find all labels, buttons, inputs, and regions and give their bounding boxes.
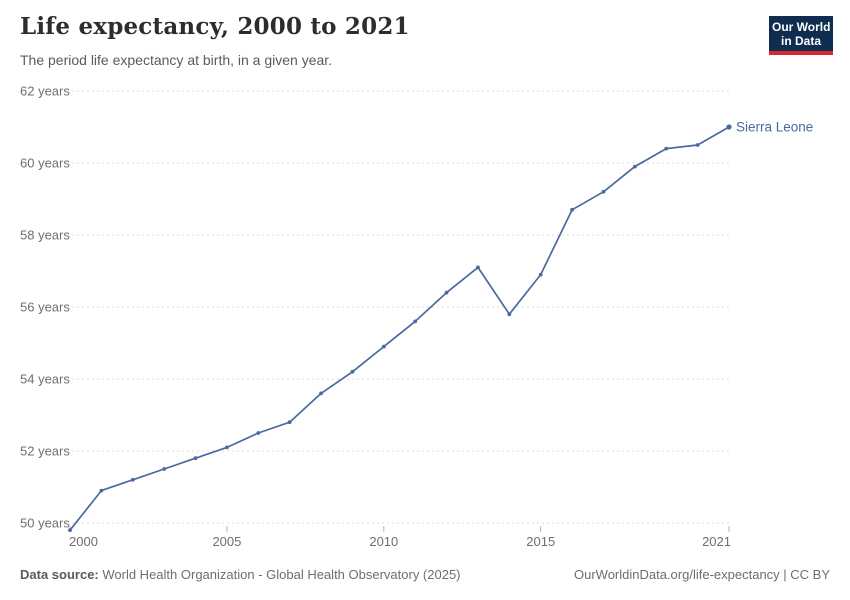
- x-axis-tick-label: 2010: [369, 534, 398, 549]
- data-point[interactable]: [538, 272, 543, 277]
- data-point[interactable]: [225, 445, 229, 450]
- data-point[interactable]: [726, 124, 732, 130]
- series-line[interactable]: [69, 126, 730, 532]
- data-point[interactable]: [444, 290, 449, 295]
- owid-logo[interactable]: Our World in Data: [769, 16, 833, 55]
- owid-logo-text-line1: Our World: [772, 20, 831, 34]
- data-point[interactable]: [507, 312, 512, 317]
- y-axis-tick-label: 62 years: [20, 84, 70, 99]
- series-label[interactable]: Sierra Leone: [736, 120, 813, 135]
- data-point[interactable]: [664, 146, 669, 151]
- x-axis-tick-label: 2005: [212, 534, 241, 549]
- license-link[interactable]: OurWorldinData.org/life-expectancy | CC …: [573, 567, 830, 582]
- data-point[interactable]: [632, 164, 637, 169]
- chart-footer: Data source: World Health Organization -…: [20, 567, 830, 582]
- data-point[interactable]: [287, 420, 292, 425]
- x-axis-tick-label: 2000: [69, 534, 98, 549]
- y-axis-tick-label: 52 years: [20, 444, 70, 459]
- data-source-label: Data source:: [20, 567, 99, 582]
- data-point[interactable]: [381, 344, 386, 349]
- data-point[interactable]: [130, 477, 135, 482]
- data-point[interactable]: [68, 528, 72, 533]
- y-axis-tick-label: 58 years: [20, 228, 70, 243]
- data-point[interactable]: [162, 467, 167, 471]
- data-point[interactable]: [601, 189, 606, 194]
- data-point[interactable]: [319, 391, 323, 396]
- data-point[interactable]: [413, 319, 418, 324]
- y-axis-tick-label: 50 years: [20, 516, 70, 531]
- owid-logo-text-line2: in Data: [780, 34, 821, 48]
- data-point[interactable]: [570, 207, 574, 212]
- data-point[interactable]: [193, 456, 198, 461]
- data-source-note: Data source: World Health Organization -…: [20, 567, 461, 582]
- data-point[interactable]: [350, 369, 355, 374]
- page-title: Life expectancy, 2000 to 2021: [20, 13, 410, 40]
- data-point[interactable]: [695, 143, 700, 147]
- chart-subtitle: The period life expectancy at birth, in …: [20, 52, 333, 68]
- data-point[interactable]: [476, 265, 480, 270]
- data-source-text: World Health Organization - Global Healt…: [98, 567, 461, 582]
- data-point[interactable]: [99, 488, 104, 493]
- y-axis-tick-label: 60 years: [20, 156, 70, 171]
- x-axis-tick-label: 2015: [526, 534, 555, 549]
- y-axis-tick-label: 54 years: [20, 372, 70, 387]
- data-point[interactable]: [256, 431, 261, 435]
- x-axis-tick-label: 2021: [702, 534, 731, 549]
- y-axis-tick-label: 56 years: [20, 300, 70, 315]
